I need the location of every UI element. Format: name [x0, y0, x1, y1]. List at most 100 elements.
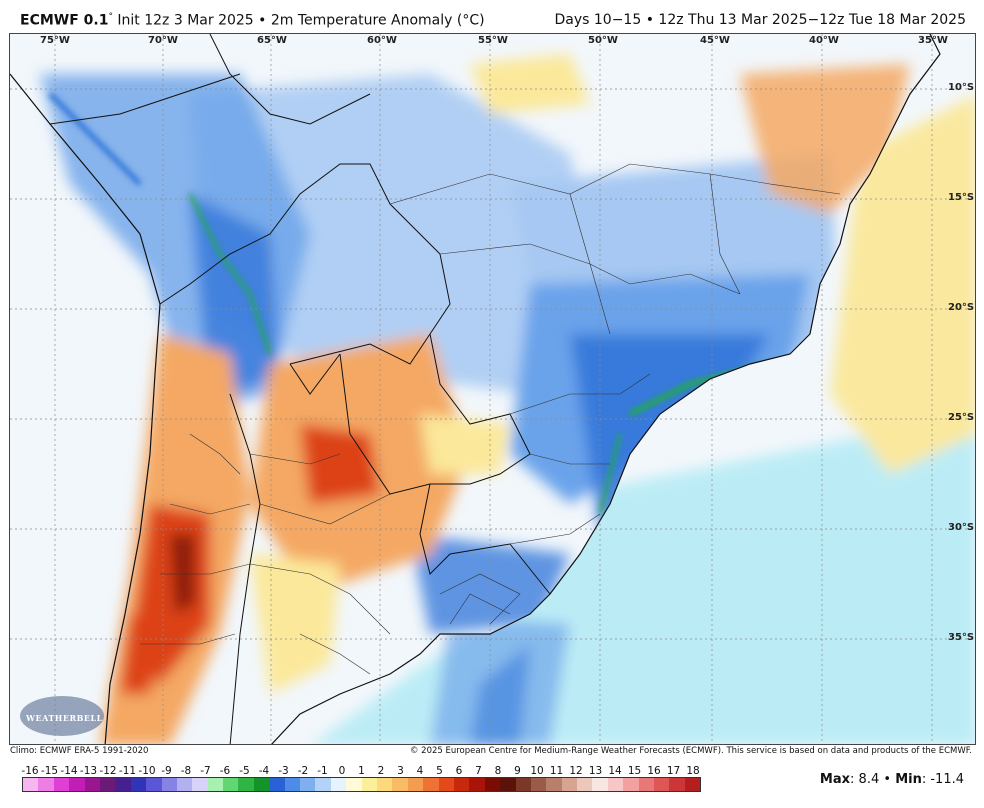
colorbar-tick-label: 17	[666, 765, 681, 777]
colorbar-swatch	[207, 778, 224, 791]
header-title: ECMWF 0.1° Init 12z 3 Mar 2025 • 2m Temp…	[20, 12, 485, 29]
map-graphic	[10, 34, 975, 744]
colorbar-swatch	[346, 778, 362, 791]
lat-label: 15°S	[948, 192, 975, 203]
max-value: 8.4	[858, 772, 880, 787]
colorbar-tick-label: -2	[297, 765, 309, 777]
colorbar-tick-label: -8	[180, 765, 192, 777]
colorbar-swatch	[361, 778, 377, 791]
colorbar-swatch	[607, 778, 624, 791]
colorbar-swatch	[192, 778, 208, 791]
colorbar-tick-label: -14	[60, 765, 78, 777]
colorbar-tick-label: -5	[239, 765, 250, 777]
weatherbell-logo: WEATHERBELL	[26, 713, 103, 723]
colorbar-tick-label: 15	[627, 765, 642, 777]
colorbar-swatch	[115, 778, 131, 791]
model-name: ECMWF 0.1	[20, 12, 109, 29]
colorbar-swatch	[300, 778, 316, 791]
colorbar-tick-label: 11	[549, 765, 564, 777]
colorbar-tick-label: 12	[569, 765, 583, 777]
lat-label: 10°S	[948, 82, 975, 93]
colorbar-ticks: -16 -15 -14 -13 -12 -11 -10 -9 -8 -7 -6 -5 -4 -3 -2 -1 0…	[21, 765, 701, 777]
header-valid: Days 10−15 • 12z Thu 13 Mar 2025−12z Tue…	[554, 12, 966, 28]
graticule	[10, 34, 975, 744]
colorbar-swatch	[515, 778, 531, 791]
colorbar-tick-label: 6	[455, 765, 463, 777]
colorbar	[22, 777, 701, 792]
state-borders	[140, 163, 841, 675]
colorbar-swatch	[253, 778, 270, 791]
colorbar-tick-label: -13	[79, 765, 98, 777]
colorbar-swatch	[638, 778, 655, 791]
colorbar-swatch	[376, 778, 393, 791]
colorbar-swatch	[546, 778, 562, 791]
lon-label: 60°W	[367, 35, 397, 46]
colorbar-tick-label: -15	[40, 765, 59, 777]
colorbar-tick-label: -9	[161, 765, 172, 777]
colorbar-swatch	[530, 778, 547, 791]
colorbar-swatch	[684, 778, 701, 791]
colorbar-swatch	[23, 778, 39, 791]
degree-mark: °	[108, 12, 113, 22]
colorbar-tick-label: 4	[416, 765, 424, 777]
colorbar-swatch	[392, 778, 408, 791]
lon-label: 65°W	[257, 35, 287, 46]
colorbar-tick-label: -6	[219, 765, 231, 777]
colorbar-swatch	[84, 778, 100, 791]
colorbar-tick-label: -11	[118, 765, 137, 777]
lon-label: 45°W	[700, 35, 730, 46]
forecast-period: Days 10−15	[554, 12, 642, 28]
colorbar-swatch	[500, 778, 516, 791]
colorbar-swatch	[469, 778, 485, 791]
lon-label: 35°W	[918, 35, 948, 46]
colorbar-swatch	[146, 778, 162, 791]
colorbar-swatch	[238, 778, 254, 791]
lon-label: 55°W	[478, 35, 508, 46]
colorbar-tick-label: 14	[608, 765, 622, 777]
colorbar-swatch	[269, 778, 285, 791]
header-sep-2: •	[645, 12, 654, 28]
colorbar-tick-label: 9	[514, 765, 521, 777]
colorbar-tick-label: 13	[588, 765, 603, 777]
product-name: 2m Temperature Anomaly (°C)	[270, 12, 485, 29]
colorbar-tick-label: -12	[99, 765, 117, 777]
colorbar-tick-label: -10	[138, 765, 156, 777]
climo-note: Climo: ECMWF ERA-5 1991-2020	[10, 746, 149, 756]
colorbar-tick-label: 1	[358, 765, 365, 777]
colorbar-swatch	[438, 778, 454, 791]
colorbar-tick-label: -4	[258, 765, 270, 777]
colorbar-swatch	[176, 778, 193, 791]
colorbar-tick-label: 16	[647, 765, 661, 777]
colorbar-swatch	[484, 778, 501, 791]
lon-label: 70°W	[148, 35, 178, 46]
max-min-sep: •	[883, 772, 892, 787]
colorbar-swatch	[284, 778, 301, 791]
colorbar-swatch	[623, 778, 639, 791]
colorbar-swatch	[315, 778, 331, 791]
colorbar-swatch	[99, 778, 116, 791]
colorbar-tick-label: 18	[686, 765, 700, 777]
colorbar-tick-label: 3	[397, 765, 404, 777]
colorbar-swatch	[53, 778, 70, 791]
colorbar-swatch	[654, 778, 670, 791]
colorbar-tick-label: -7	[200, 765, 211, 777]
lon-label: 40°W	[809, 35, 839, 46]
colorbar-swatch	[69, 778, 85, 791]
lon-label: 50°W	[588, 35, 618, 46]
colorbar-swatch	[592, 778, 608, 791]
max-label: Max	[819, 772, 851, 787]
colorbar-swatch	[423, 778, 439, 791]
colorbar-swatch	[130, 778, 147, 791]
header: ECMWF 0.1° Init 12z 3 Mar 2025 • 2m Temp…	[0, 0, 984, 32]
colorbar-tick-label: 5	[436, 765, 443, 777]
coastline	[10, 34, 941, 744]
colorbar-swatch	[161, 778, 177, 791]
min-label: Min	[895, 772, 922, 787]
colorbar-tick-label: 10	[530, 765, 544, 777]
lat-label: 35°S	[948, 632, 975, 643]
colorbar-tick-label: -3	[278, 765, 289, 777]
colorbar-swatch	[453, 778, 470, 791]
valid-time: 12z Thu 13 Mar 2025−12z Tue 18 Mar 2025	[658, 12, 966, 28]
max-min-readout: Max: 8.4 • Min: -11.4	[819, 772, 964, 787]
colorbar-swatch	[407, 778, 424, 791]
